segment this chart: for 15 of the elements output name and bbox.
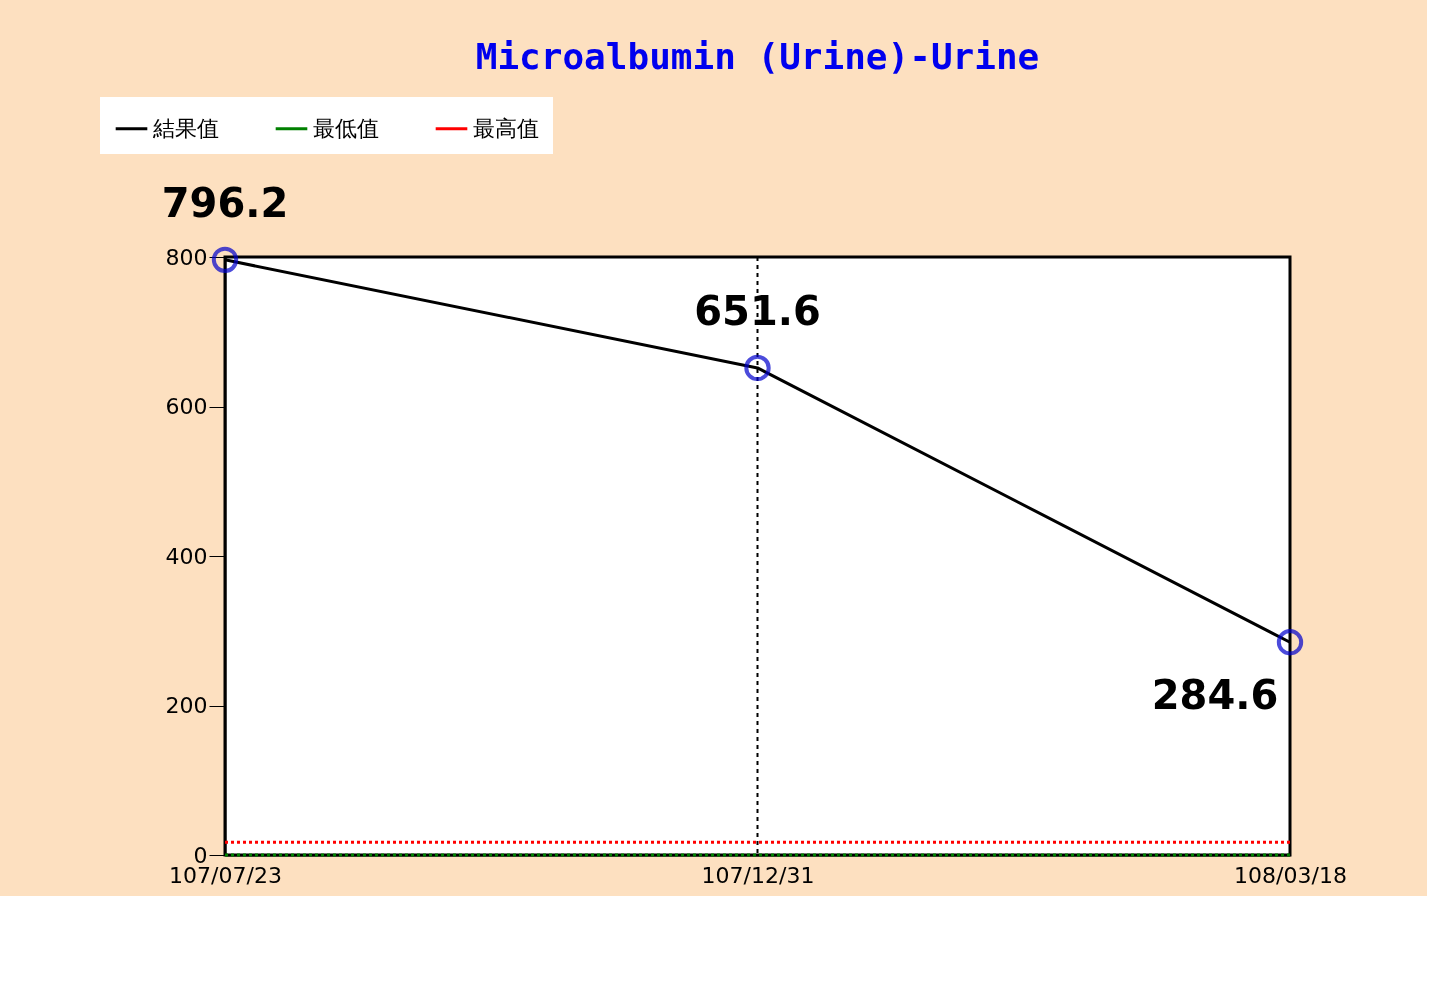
chart-title: Microalbumin (Urine)-Urine: [475, 36, 1040, 77]
legend-label: 最低值: [313, 115, 379, 141]
y-tick-label: 400: [165, 543, 208, 569]
legend-label: 結果值: [152, 115, 219, 141]
x-tick-label: 108/03/18: [1234, 862, 1347, 888]
point: [1276, 629, 1304, 656]
y-tick-label: 200: [165, 693, 208, 718]
y-tick-label: 800: [165, 244, 208, 270]
data-label: 284.6: [1151, 672, 1279, 719]
y-tick-label: 600: [165, 394, 208, 419]
legend-label: 最高值: [473, 115, 539, 141]
x-tick-label: 107/12/31: [701, 862, 815, 888]
point: [744, 354, 771, 382]
data-label: 796.2: [161, 179, 289, 226]
data-label: 651.6: [694, 287, 821, 334]
